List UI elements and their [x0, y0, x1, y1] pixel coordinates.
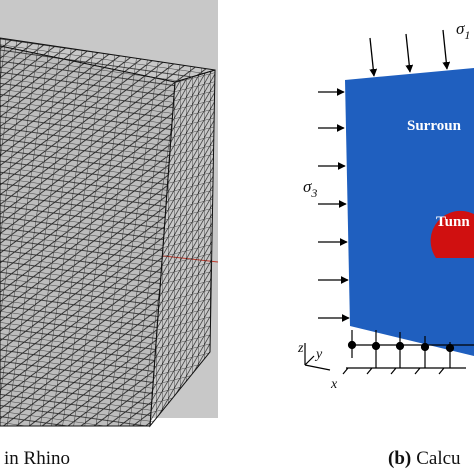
- axes-triad: [304, 343, 331, 371]
- caption-b: (b) Calcu: [388, 448, 461, 469]
- region-label: Surroun: [407, 118, 462, 134]
- side-arrows: [318, 88, 350, 322]
- tunnel: [430, 210, 474, 258]
- caption-a: in Rhino: [4, 448, 70, 469]
- axis-y: y: [314, 347, 323, 362]
- sigma3-symbol: σ: [303, 177, 312, 196]
- axis-x: x: [330, 377, 338, 392]
- sigma3: σ3: [303, 177, 317, 200]
- mesh-front: [0, 45, 176, 427]
- sigma1-symbol: σ: [456, 19, 465, 38]
- sigma1-subscript: 1: [464, 28, 470, 42]
- sigma3-subscript: 3: [310, 186, 317, 200]
- caption-b-text: Calcu: [416, 448, 461, 469]
- axis-z: z: [297, 341, 304, 356]
- mesh-side: [149, 69, 216, 428]
- panel-a: [0, 0, 219, 428]
- top-arrows: [369, 29, 451, 77]
- sigma1: σ1: [456, 19, 470, 42]
- tunnel-label: Tunn: [436, 214, 470, 230]
- supports: [342, 330, 474, 375]
- rock-region: [345, 68, 474, 356]
- caption-b-label: (b): [388, 448, 411, 469]
- panel-b: z y x: [297, 29, 474, 392]
